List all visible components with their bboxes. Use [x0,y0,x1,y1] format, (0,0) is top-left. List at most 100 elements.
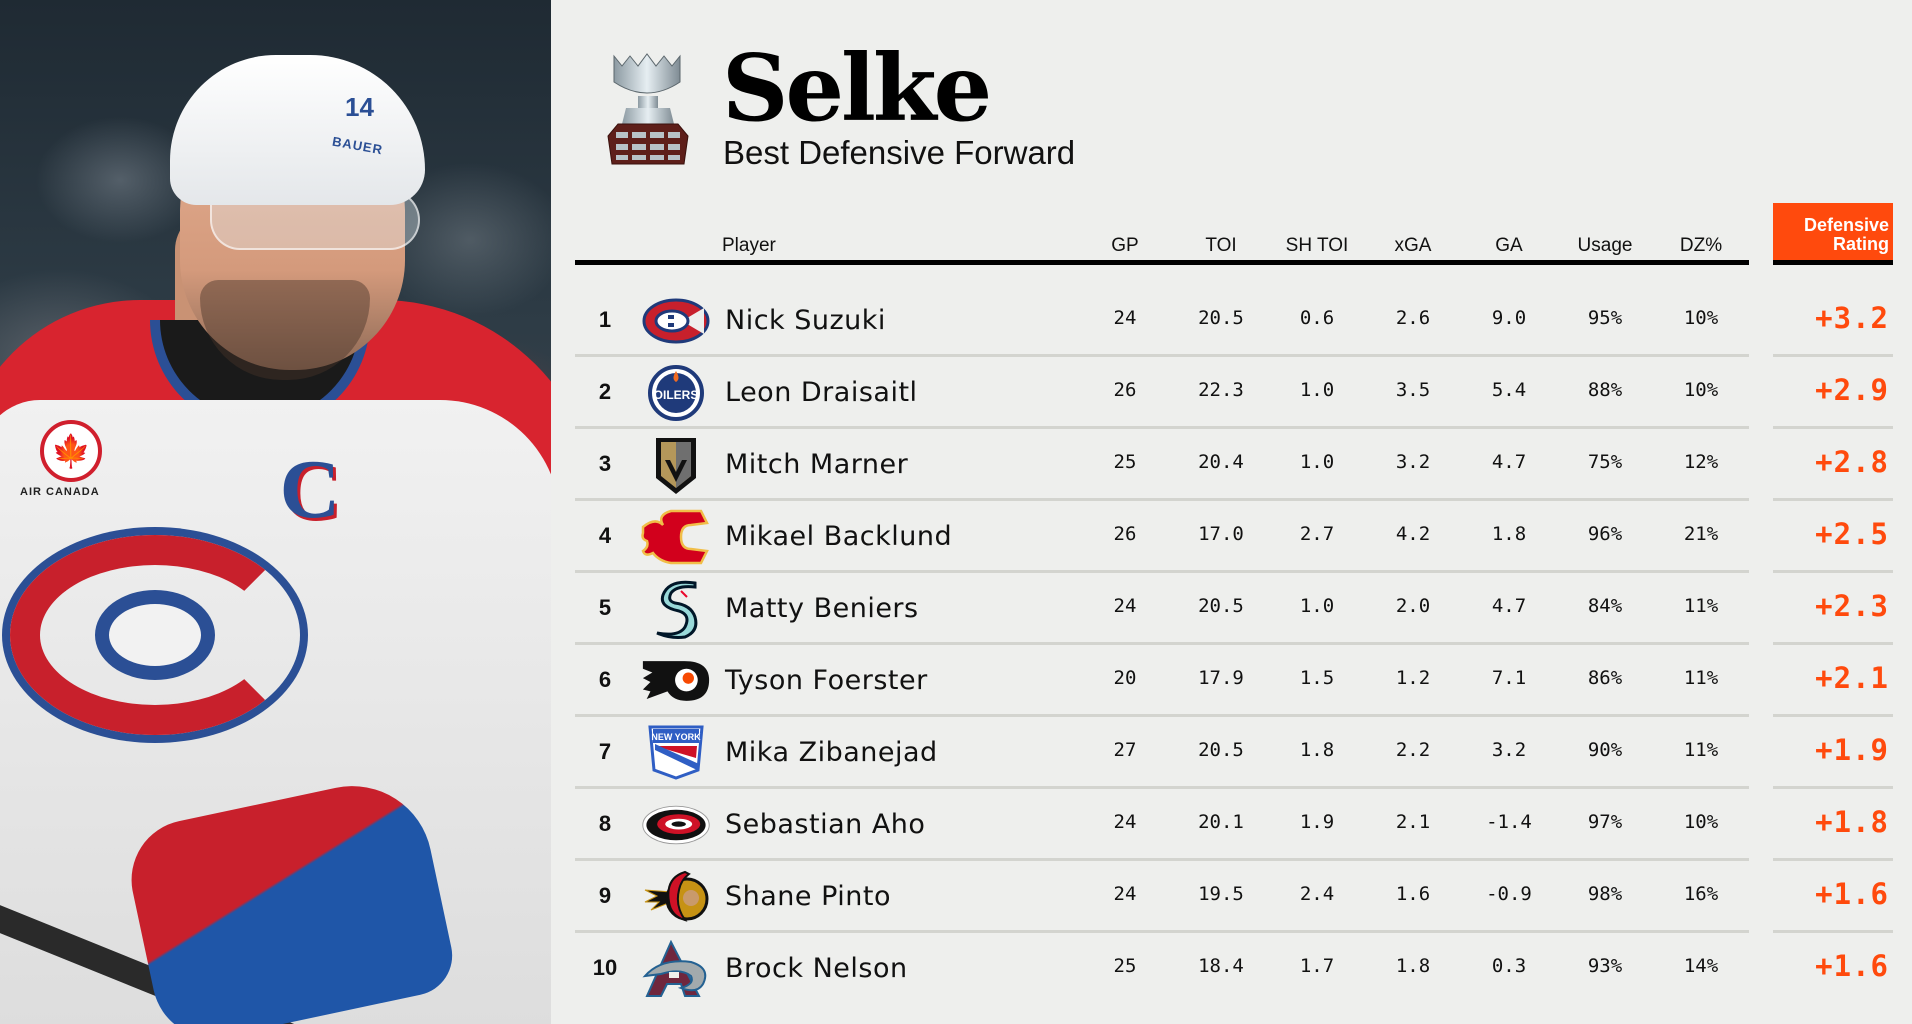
rank: 3 [598,451,612,476]
svg-text:OILERS: OILERS [654,388,699,402]
flames-logo-icon [641,509,711,565]
player-name: Brock Nelson [725,953,908,984]
ga: 0.3 [1491,955,1527,977]
defensive-rating-cell: +3.2 [1773,285,1893,357]
xga: 1.6 [1395,883,1431,905]
dz-percent: 21% [1683,523,1719,545]
table-row: 6 Tyson Foerster 20 17.9 1.5 1.2 7.1 86%… [575,645,1749,717]
xga: 3.2 [1395,451,1431,473]
player-name: Matty Beniers [725,593,919,624]
crest-h-icon [95,590,215,680]
defensive-rating: +1.9 [1815,733,1889,767]
column-header-defensive-rating: Defensive Rating [1773,203,1893,265]
xga: 2.2 [1395,739,1431,761]
table-row: 7 NEW YORK Mika Zibanejad 27 20.5 1.8 2.… [575,717,1749,789]
column-header-usage: Usage [1577,235,1633,256]
rank: 8 [598,811,612,836]
defensive-rating-cell: +1.8 [1773,789,1893,861]
defensive-rating-cell: +1.6 [1773,933,1893,1005]
gp: 26 [1113,379,1137,401]
usage: 97% [1587,811,1623,833]
sh-toi: 2.7 [1299,523,1335,545]
defensive-rating: +2.1 [1815,661,1889,695]
dz-percent: 11% [1683,739,1719,761]
table-row: 1 Nick Suzuki 24 20.5 0.6 2.6 9.0 95% 10… [575,285,1749,357]
player-name: Sebastian Aho [725,809,926,840]
defensive-rating-cell: +2.3 [1773,573,1893,645]
column-header-toi: TOI [1205,235,1237,256]
xga: 4.2 [1395,523,1431,545]
usage: 88% [1587,379,1623,401]
gp: 24 [1113,595,1137,617]
usage: 84% [1587,595,1623,617]
dz-percent: 16% [1683,883,1719,905]
toi: 20.1 [1198,811,1244,833]
player-name: Mika Zibanejad [725,737,938,768]
rangers-logo-icon: NEW YORK [641,725,711,781]
ga: 7.1 [1491,667,1527,689]
usage: 75% [1587,451,1623,473]
ga: -1.4 [1486,811,1532,833]
award-subtitle: Best Defensive Forward [723,134,1076,171]
toi: 19.5 [1198,883,1244,905]
xga: 1.8 [1395,955,1431,977]
toi: 20.4 [1198,451,1244,473]
usage: 98% [1587,883,1623,905]
defensive-rating-cell: +2.5 [1773,501,1893,573]
usage: 95% [1587,307,1623,329]
sh-toi: 1.0 [1299,595,1335,617]
toi: 18.4 [1198,955,1244,977]
gp: 24 [1113,883,1137,905]
sh-toi: 1.5 [1299,667,1335,689]
table-row: 5 Matty Beniers 24 20.5 1.0 2.0 4.7 84% … [575,573,1749,645]
column-header-sh-toi: SH TOI [1285,235,1349,256]
flyers-logo-icon [641,653,711,709]
senators-logo-icon [641,869,711,925]
rank: 7 [598,739,612,764]
xga: 2.1 [1395,811,1431,833]
column-header-xga: xGA [1394,235,1432,256]
dz-percent: 14% [1683,955,1719,977]
sponsor-patch-label: AIR CANADA [20,486,100,498]
player-photo: 14 BAUER 🍁 AIR CANADA C [0,0,551,1024]
rating-header-line2: Rating [1833,234,1889,254]
maple-leaf-icon: 🍁 [40,420,102,482]
canadiens-logo-icon [641,293,711,349]
gp: 24 [1113,307,1137,329]
usage: 93% [1587,955,1623,977]
sh-toi: 1.7 [1299,955,1335,977]
toi: 22.3 [1198,379,1244,401]
player-name: Shane Pinto [725,881,892,912]
toi: 20.5 [1198,307,1244,329]
xga: 2.0 [1395,595,1431,617]
table-row: 2 OILERS Leon Draisaitl 26 22.3 1.0 3.5 … [575,357,1749,429]
selke-trophy-icon [607,53,689,165]
usage: 96% [1587,523,1623,545]
rank: 4 [598,523,612,548]
hurricanes-logo-icon [641,797,711,853]
rank: 5 [598,595,612,620]
usage: 86% [1587,667,1623,689]
sh-toi: 1.8 [1299,739,1335,761]
ga: 3.2 [1491,739,1527,761]
rank: 9 [598,883,612,908]
gp: 27 [1113,739,1137,761]
player-name: Nick Suzuki [725,305,886,336]
ga: 4.7 [1491,595,1527,617]
column-header-ga: GA [1495,235,1523,256]
player-name: Mikael Backlund [725,521,953,552]
toi: 20.5 [1198,739,1244,761]
sh-toi: 1.0 [1299,451,1335,473]
gp: 26 [1113,523,1137,545]
defensive-rating-cell: +2.8 [1773,429,1893,501]
table-row: 9 Shane Pinto 24 19.5 2.4 1.6 -0.9 98% 1… [575,861,1749,933]
sh-toi: 2.4 [1299,883,1335,905]
defensive-rating-cell: +1.6 [1773,861,1893,933]
rank: 10 [592,955,618,980]
dz-percent: 10% [1683,379,1719,401]
defensive-rating: +2.9 [1815,373,1889,407]
gp: 25 [1113,955,1137,977]
xga: 2.6 [1395,307,1431,329]
table-row: 8 Sebastian Aho 24 20.1 1.9 2.1 -1.4 97%… [575,789,1749,861]
sh-toi: 1.0 [1299,379,1335,401]
